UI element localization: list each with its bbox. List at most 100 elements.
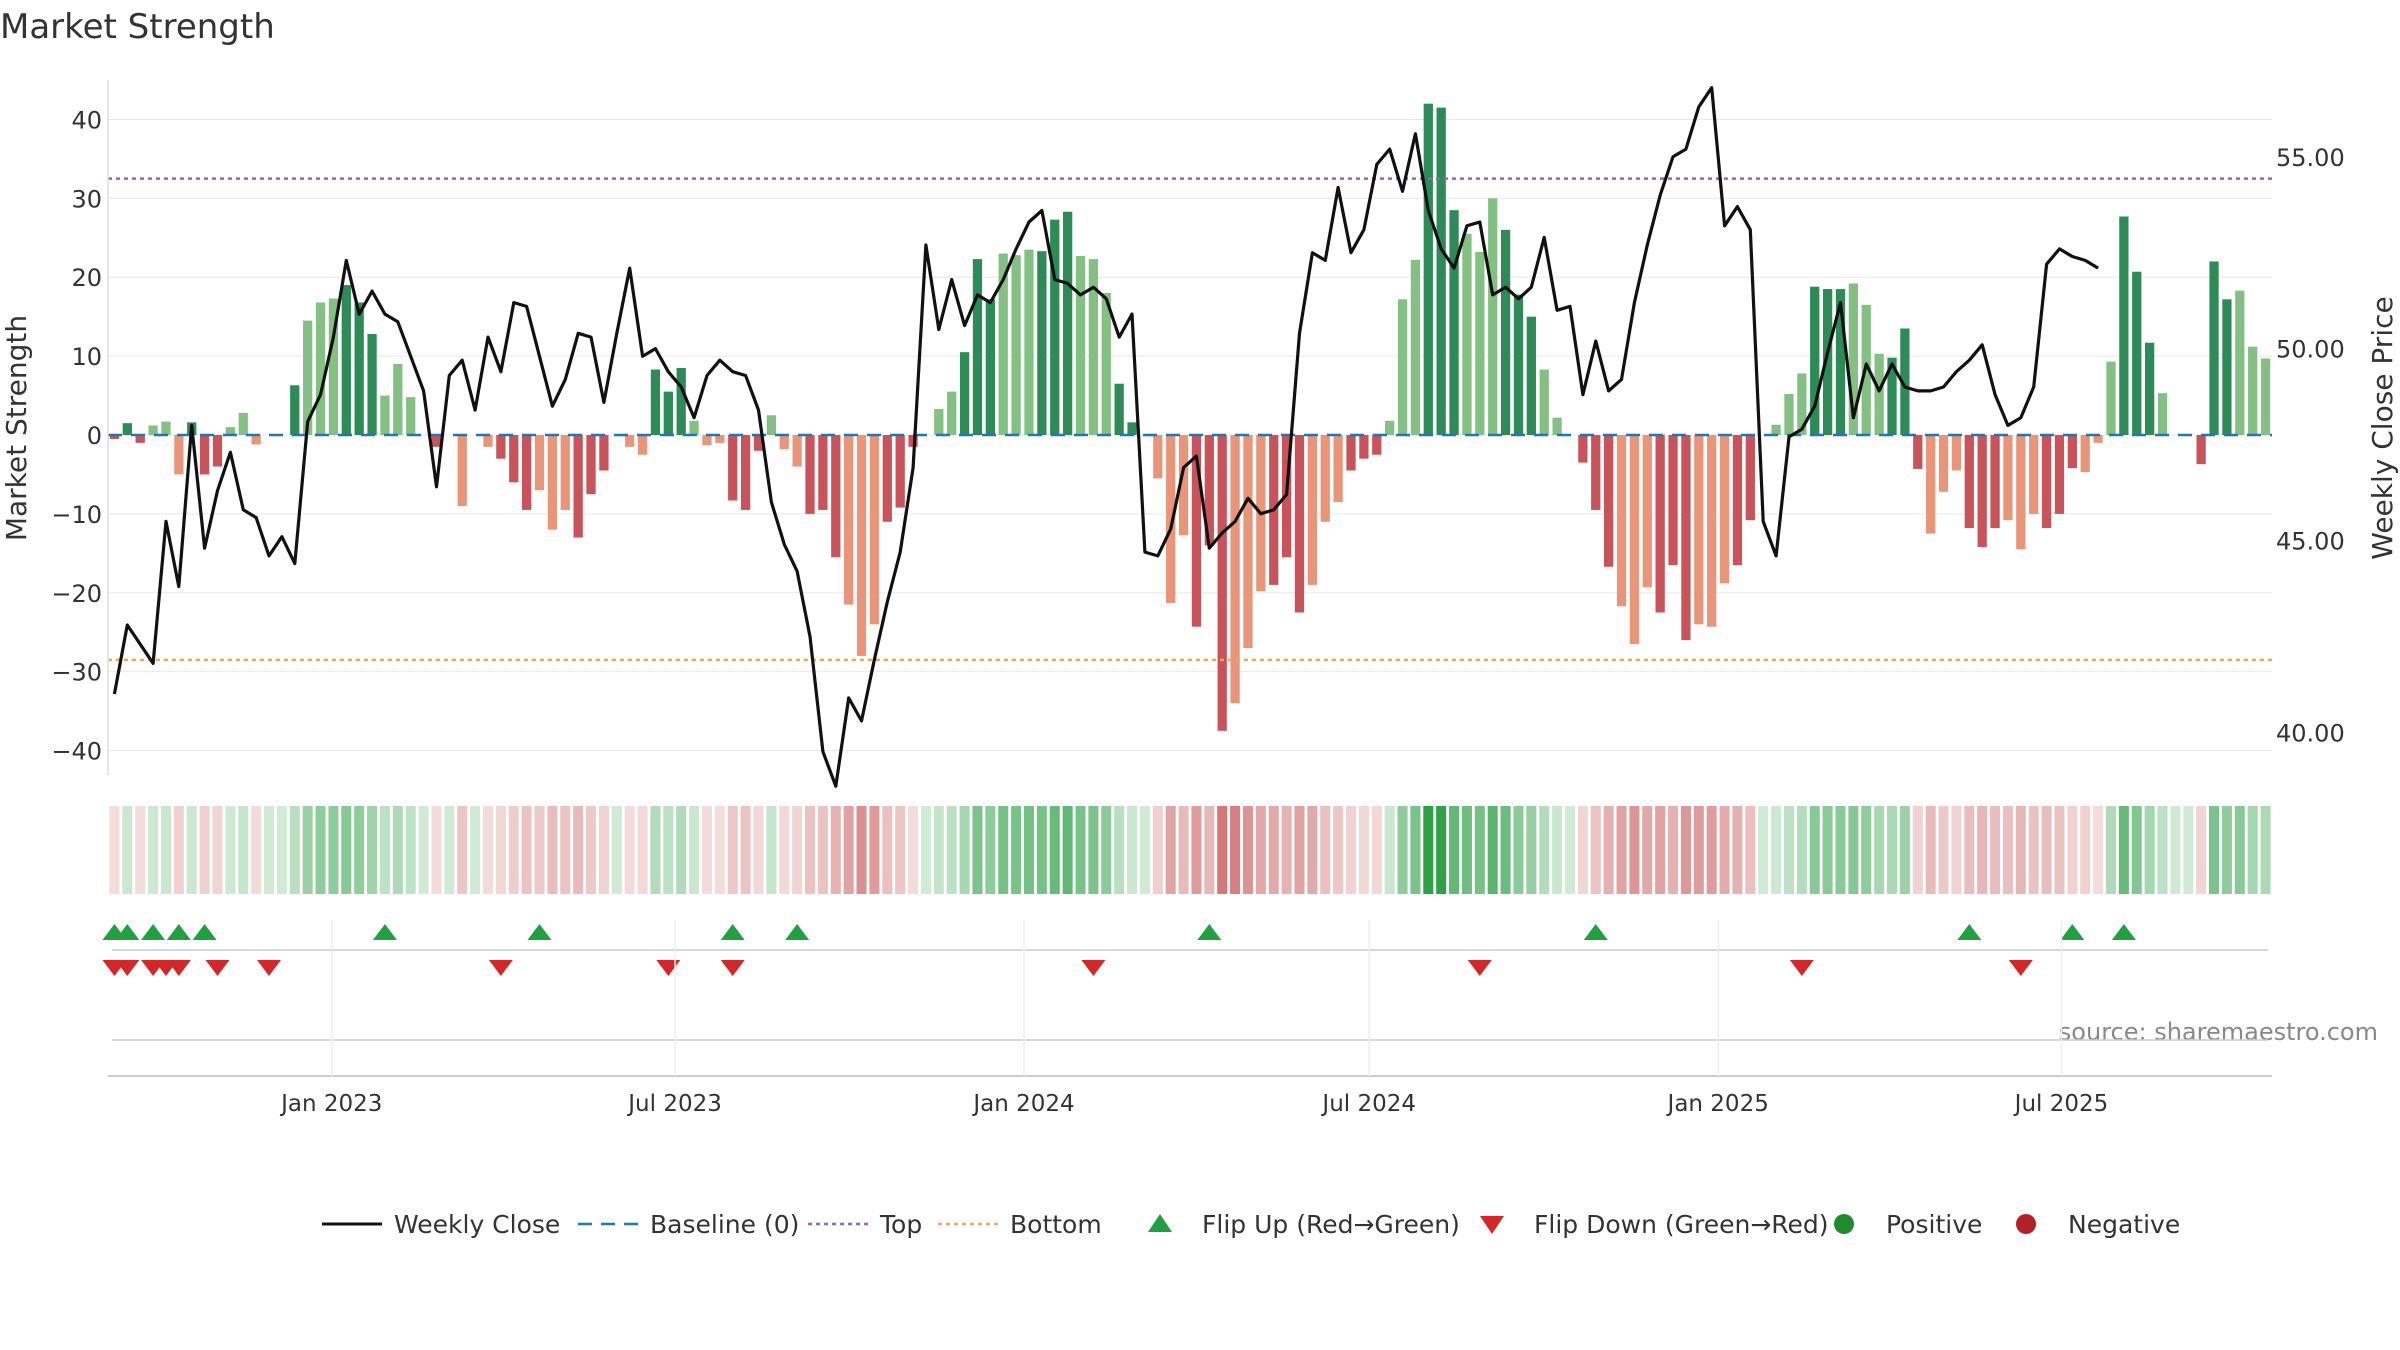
flip-down-marker xyxy=(205,960,230,976)
heat-cell xyxy=(637,806,648,894)
heat-cell xyxy=(1461,806,1472,894)
legend-item: Weekly Close xyxy=(322,1210,560,1239)
strength-bar xyxy=(1616,435,1627,607)
bottom-axis: Jan 2023 Jul 2023 Jan 2024 Jul 2024 Jan 2025… xyxy=(108,920,2272,1117)
strength-bar xyxy=(161,421,171,435)
heat-cell xyxy=(1577,806,1588,894)
strength-bar xyxy=(831,435,841,558)
heat-cell xyxy=(1796,806,1807,894)
heat-cell xyxy=(779,806,790,894)
flip-down-marker xyxy=(2008,960,2033,976)
heat-cell xyxy=(1474,806,1485,894)
heat-cell xyxy=(2196,806,2207,894)
strength-bar xyxy=(1874,353,1884,435)
heat-cell xyxy=(985,806,996,894)
heat-cell xyxy=(1114,806,1125,894)
strength-bar xyxy=(560,435,570,510)
flip-down-marker xyxy=(656,960,681,976)
heat-cell xyxy=(521,806,532,894)
heat-cell xyxy=(740,806,751,894)
flip-down-marker xyxy=(115,960,140,976)
strength-bar xyxy=(509,435,519,483)
strength-bar xyxy=(1913,435,1923,469)
strength-bar xyxy=(1835,289,1846,435)
flip-down-marker xyxy=(720,960,745,976)
strength-bar xyxy=(1964,435,1974,529)
heat-cell xyxy=(328,806,339,894)
flip-up-marker xyxy=(1197,924,1222,940)
heat-cell xyxy=(1139,806,1150,894)
strength-bar xyxy=(1771,424,1781,435)
strength-bar xyxy=(1977,435,1987,548)
heat-cell xyxy=(341,806,352,894)
legend-circle-icon xyxy=(1834,1214,1854,1234)
heat-cell xyxy=(122,806,133,894)
strength-bar xyxy=(792,435,802,467)
strength-bar xyxy=(1848,283,1859,435)
heat-cell xyxy=(792,806,803,894)
heat-cell xyxy=(1397,806,1408,894)
heat-cell xyxy=(418,806,429,894)
strength-bar xyxy=(1075,255,1086,435)
heat-cell xyxy=(251,806,262,894)
strength-bar xyxy=(2144,342,2155,435)
strength-bar xyxy=(212,435,223,467)
heat-cell xyxy=(1088,806,1099,894)
heat-cell xyxy=(1809,806,1820,894)
strength-bar xyxy=(689,420,699,435)
strength-bar xyxy=(1462,233,1472,435)
y-tick-left-label: −40 xyxy=(51,738,102,766)
heat-cell xyxy=(1835,806,1846,894)
x-tick-label: Jul 2023 xyxy=(626,1091,722,1117)
heat-cell xyxy=(1655,806,1666,894)
strength-bar xyxy=(1372,435,1382,455)
heat-cell xyxy=(2118,806,2129,894)
strength-bar xyxy=(483,435,493,447)
heat-cell xyxy=(701,806,712,894)
strength-bar xyxy=(1101,293,1111,435)
strength-bar xyxy=(1127,422,1137,435)
strength-bar xyxy=(431,435,442,447)
strength-bar xyxy=(586,435,596,495)
strength-bar xyxy=(1926,435,1936,534)
heat-cell xyxy=(302,806,313,894)
chart-title: Market Strength xyxy=(0,7,275,47)
heat-cell xyxy=(624,806,635,894)
heat-cell xyxy=(2067,806,2078,894)
strength-bar xyxy=(1191,435,1202,627)
strength-bar xyxy=(1732,435,1743,566)
strength-bar xyxy=(1719,435,1730,584)
heat-cell xyxy=(895,806,906,894)
strength-bar xyxy=(1114,383,1124,435)
heat-cell xyxy=(727,806,738,894)
heat-cell xyxy=(2002,806,2013,894)
strength-bar xyxy=(599,435,609,471)
strength-bar xyxy=(406,397,416,435)
strength-bar xyxy=(573,435,583,538)
heat-cell xyxy=(1333,806,1344,894)
heat-cell xyxy=(2093,806,2104,894)
strength-bar xyxy=(380,395,390,435)
strength-bar xyxy=(1810,286,1820,435)
heat-cell xyxy=(689,806,700,894)
strength-bar xyxy=(547,435,558,530)
legend-label: Top xyxy=(879,1210,922,1239)
strength-bar xyxy=(393,364,403,435)
heat-cell xyxy=(1590,806,1601,894)
strength-bar xyxy=(1320,435,1330,522)
x-tick-label: Jan 2025 xyxy=(1666,1091,1769,1117)
heat-cell xyxy=(238,806,249,894)
strength-bar xyxy=(1951,435,1962,471)
strength-bar xyxy=(1088,259,1099,435)
heat-cell xyxy=(289,806,300,894)
heat-cell xyxy=(2209,806,2220,894)
strength-bar xyxy=(1217,435,1227,731)
heat-cell xyxy=(560,806,571,894)
strength-bar xyxy=(637,435,648,455)
strength-bar xyxy=(457,435,467,506)
heat-cell xyxy=(1049,806,1060,894)
heat-cell xyxy=(1127,806,1138,894)
heat-cell xyxy=(946,806,957,894)
strength-bar xyxy=(1526,316,1536,435)
heat-cell xyxy=(1629,806,1640,894)
